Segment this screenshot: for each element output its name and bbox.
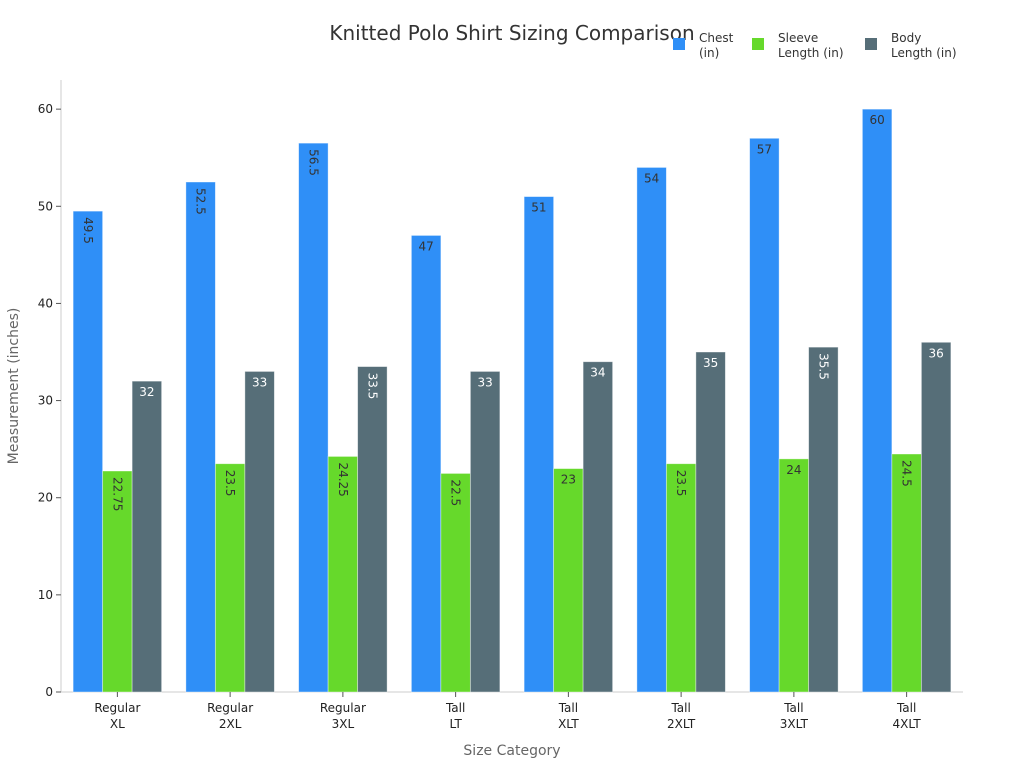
- bar-sleeve-length-in--1[interactable]: [214, 463, 246, 693]
- data-labels: 49.5 22.75 32 52.5 23.5 33 56.5 24.25 33.5 47 22.5…: [81, 113, 944, 511]
- y-axis-ticks: 0 10 20 30 40 50 60: [38, 102, 61, 699]
- data-label: 36: [928, 346, 943, 360]
- data-label: 24: [786, 463, 801, 477]
- bar-body-length-in--3[interactable]: [469, 371, 501, 693]
- bar-body-length-in--0[interactable]: [131, 380, 163, 693]
- bar-chest-in--0[interactable]: [72, 210, 104, 693]
- bar-chest-in--1[interactable]: [185, 181, 216, 693]
- x-tick-label: Regular 2XL: [207, 701, 253, 731]
- x-tick-label: Tall 2XLT: [667, 701, 696, 731]
- data-label: 56.5: [306, 149, 320, 176]
- data-label: 54: [644, 171, 659, 185]
- data-label: 52.5: [194, 188, 208, 215]
- y-tick-label: 50: [38, 199, 53, 213]
- bar-body-length-in--5[interactable]: [695, 351, 726, 693]
- bar-chest-in--6[interactable]: [749, 137, 780, 693]
- bar-sleeve-length-in--7[interactable]: [891, 453, 922, 693]
- y-tick-label: 10: [38, 588, 53, 602]
- data-label: 22.5: [449, 479, 463, 506]
- data-label: 51: [531, 201, 546, 215]
- legend-swatch: [673, 38, 685, 50]
- data-label: 33.5: [365, 373, 379, 400]
- legend-label: Body Length (in): [891, 31, 957, 60]
- y-tick-label: 20: [38, 491, 53, 505]
- legend-label: Sleeve Length (in): [778, 31, 844, 60]
- data-label: 24.25: [336, 462, 350, 496]
- legend-label: Chest (in): [699, 31, 734, 60]
- data-label: 33: [252, 375, 267, 389]
- x-tick-label: Regular XL: [94, 701, 140, 731]
- bar-chest-in--4[interactable]: [523, 196, 555, 693]
- data-label: 23.5: [223, 470, 237, 497]
- data-label: 24.5: [900, 460, 914, 487]
- bar-sleeve-length-in--0[interactable]: [102, 470, 133, 693]
- bar-body-length-in--1[interactable]: [244, 371, 275, 693]
- bar-sleeve-length-in--5[interactable]: [665, 463, 697, 693]
- bar-chest-in--3[interactable]: [410, 235, 442, 693]
- data-label: 23: [561, 473, 576, 487]
- data-label: 22.75: [110, 477, 124, 511]
- x-tick-label: Tall 4XLT: [893, 701, 922, 731]
- bar-sleeve-length-in--4[interactable]: [553, 468, 584, 693]
- legend: Chest (in) Sleeve Length (in) Body Length (in…: [673, 31, 957, 60]
- chart-title: Knitted Polo Shirt Sizing Comparison: [329, 21, 694, 45]
- legend-swatch: [752, 38, 764, 50]
- y-tick-label: 40: [38, 296, 53, 310]
- bar-chest-in--7[interactable]: [861, 108, 893, 693]
- bar-body-length-in--6[interactable]: [808, 346, 839, 693]
- bars: [72, 108, 952, 693]
- x-tick-label: Tall 3XLT: [780, 701, 809, 731]
- data-label: 23.5: [674, 470, 688, 497]
- data-label: 32: [139, 385, 154, 399]
- data-label: 49.5: [81, 217, 95, 244]
- x-tick-label: Tall LT: [445, 701, 465, 731]
- data-label: 60: [869, 113, 884, 127]
- data-label: 35: [703, 356, 718, 370]
- bar-body-length-in--4[interactable]: [582, 361, 614, 693]
- y-tick-label: 30: [38, 394, 53, 408]
- x-tick-label: Regular 3XL: [320, 701, 366, 731]
- y-tick-label: 0: [45, 685, 53, 699]
- bar-sleeve-length-in--6[interactable]: [778, 458, 810, 693]
- data-label: 33: [477, 375, 492, 389]
- x-tick-label: Tall XLT: [558, 701, 580, 731]
- bar-chest-in--5[interactable]: [636, 167, 667, 693]
- data-label: 57: [757, 142, 772, 156]
- data-label: 34: [590, 366, 605, 380]
- bar-chest-in--2[interactable]: [298, 142, 329, 693]
- data-label: 47: [418, 239, 433, 253]
- bar-body-length-in--7[interactable]: [920, 341, 952, 693]
- x-axis-ticks: Regular XL Regular 2XL Regular 3XL Tall LT Tall X…: [94, 692, 921, 731]
- x-axis-title: Size Category: [463, 743, 560, 759]
- bar-body-length-in--2[interactable]: [357, 366, 388, 693]
- data-label: 35.5: [816, 353, 830, 380]
- y-axis-title: Measurement (inches): [6, 308, 22, 465]
- y-tick-label: 60: [38, 102, 53, 116]
- bar-sleeve-length-in--3[interactable]: [440, 473, 471, 693]
- legend-swatch: [865, 38, 877, 50]
